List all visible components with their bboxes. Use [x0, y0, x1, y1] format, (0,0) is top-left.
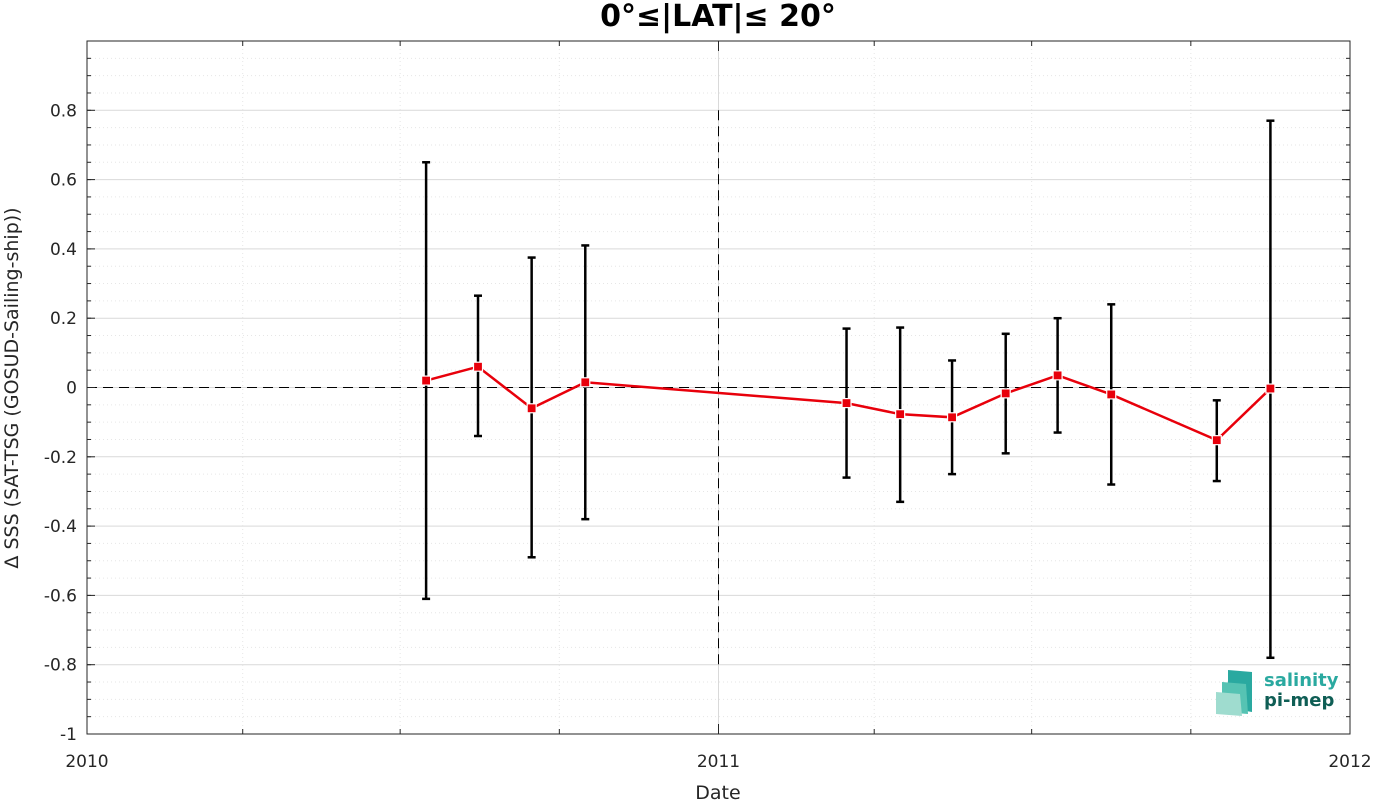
y-tick-label: 0.4 — [50, 240, 77, 260]
x-axis-label: Date — [695, 782, 740, 801]
data-point — [1106, 389, 1117, 400]
data-point — [841, 397, 852, 409]
x-tick-label: 2011 — [697, 752, 740, 772]
axis-ticks: -1 -0.8 -0.6 -0.4 -0.2 0 0.2 0.4 0.6 0.8 2010 2011 2… — [44, 40, 1372, 772]
y-tick-label: -0.8 — [44, 656, 77, 676]
y-tick-label: 0 — [66, 379, 77, 399]
data-point — [946, 412, 958, 423]
data-point — [1000, 388, 1011, 399]
series-line — [425, 365, 1272, 442]
y-tick-label: -0.4 — [44, 517, 77, 537]
y-tick-label: 0.8 — [50, 101, 77, 121]
reference-lines — [87, 110, 1350, 665]
wave-logo-icon — [1216, 670, 1252, 716]
logo-text-bottom: pi-mep — [1264, 690, 1334, 711]
y-tick-label: -0.6 — [44, 586, 77, 606]
y-tick-label: -0.2 — [44, 448, 77, 468]
data-point — [1211, 435, 1222, 446]
y-tick-label: -1 — [60, 725, 77, 745]
chart-title: 0°≤|LAT|≤ 20° — [600, 0, 836, 34]
y-tick-label: 0.2 — [50, 309, 77, 329]
x-tick-label: 2012 — [1328, 752, 1371, 772]
data-point — [1265, 383, 1276, 394]
data-point — [421, 375, 432, 386]
salinity-pi-mep-logo: salinity pi-mep — [1216, 670, 1339, 716]
y-tick-label: 0.6 — [50, 171, 77, 191]
data-point — [580, 377, 591, 388]
error-bars — [422, 119, 1275, 660]
data-point — [526, 403, 537, 414]
data-point — [472, 361, 484, 372]
data-point — [895, 409, 906, 420]
x-tick-label: 2010 — [65, 752, 108, 772]
data-point — [1052, 370, 1063, 381]
y-axis-label: Δ SSS (SAT-TSG (GOSUD-Sailing-ship)) — [1, 207, 23, 568]
data-series — [421, 361, 1276, 446]
logo-text-top: salinity — [1264, 670, 1339, 691]
